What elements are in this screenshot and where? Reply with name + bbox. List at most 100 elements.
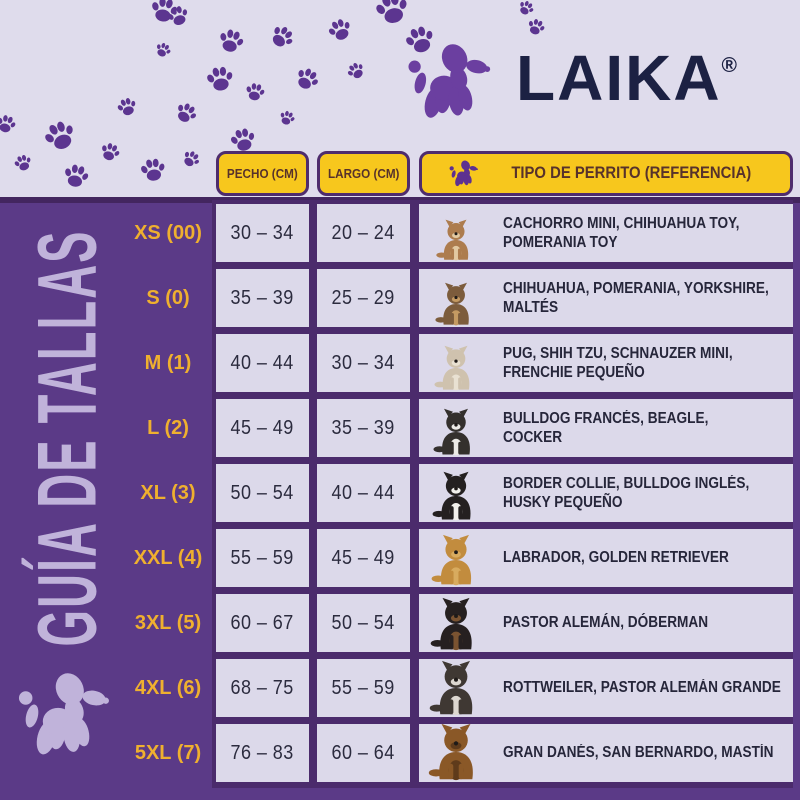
size-label: XXL (4) xyxy=(133,546,203,569)
breed-text-line: BORDER COLLIE, BULLDOG INGLÉS, xyxy=(503,474,750,492)
breed-list: CACHORRO MINI, CHIHUAHUA TOY, POMERANIA T… xyxy=(503,214,739,253)
chest-value: 68 – 75 xyxy=(230,676,295,699)
breed-text-line: CHIHUAHUA, POMERANIA, YORKSHIRE, xyxy=(503,279,769,297)
breed-list: PUG, SHIH TZU, SCHNAUZER MINI, FRENCHIE P… xyxy=(503,344,733,383)
breed-text-line: PUG, SHIH TZU, SCHNAUZER MINI, xyxy=(503,344,733,362)
breed-text-line: CACHORRO MINI, CHIHUAHUA TOY, xyxy=(503,214,740,232)
length-value: 35 – 39 xyxy=(331,416,396,439)
reference-header-label: TIPO DE PERRITO (REFERENCIA) xyxy=(511,164,751,182)
border-collie-dog-image xyxy=(432,471,471,521)
breed-text-line: PASTOR ALEMÁN, DÓBERMAN xyxy=(503,614,709,632)
french-bulldog-dog-image-frame xyxy=(419,399,493,457)
breed-text-line: MALTÉS xyxy=(503,299,559,316)
length-header-label: LARGO (CM) xyxy=(327,166,400,181)
length-measurement-cell: 30 – 34 xyxy=(317,334,410,392)
chest-measurement-cell: 76 – 83 xyxy=(216,724,309,782)
size-label: L (2) xyxy=(147,416,189,439)
breed-text-line: ROTTWEILER, PASTOR ALEMÁN GRANDE xyxy=(503,679,781,697)
chest-measurement-cell: 45 – 49 xyxy=(216,399,309,457)
registered-trademark-symbol: ® xyxy=(721,54,738,77)
breed-list: CHIHUAHUA, POMERANIA, YORKSHIRE, MALTÉS xyxy=(503,279,769,318)
size-label: 4XL (6) xyxy=(134,676,202,699)
breed-list: BORDER COLLIE, BULLDOG INGLÉS, HUSKY PEQU… xyxy=(503,474,749,513)
breed-text-line: LABRADOR, GOLDEN RETRIEVER xyxy=(503,549,729,567)
size-label: 5XL (7) xyxy=(134,741,202,764)
length-measurement-cell: 40 – 44 xyxy=(317,464,410,522)
table-row: M (1) 40 – 44 30 – 34 xyxy=(0,334,800,392)
length-value: 50 – 54 xyxy=(331,611,396,634)
chest-measurement-cell: 55 – 59 xyxy=(216,529,309,587)
length-measurement-cell: 25 – 29 xyxy=(317,269,410,327)
size-label: XL (3) xyxy=(140,481,196,504)
chest-value: 50 – 54 xyxy=(230,481,295,504)
chest-column-header: PECHO (CM) xyxy=(216,151,309,196)
shih-tzu-dog-image xyxy=(434,345,470,391)
mastiff-dog-image-frame xyxy=(419,723,493,782)
table-row: S (0) 35 – 39 25 – 29 xyxy=(0,269,800,327)
length-measurement-cell: 60 – 64 xyxy=(317,724,410,782)
brand-wordmark: LAIKA® xyxy=(516,42,738,114)
chest-measurement-cell: 30 – 34 xyxy=(216,204,309,262)
size-label: XS (00) xyxy=(134,221,202,244)
table-row: 4XL (6) 68 – 75 55 – 59 xyxy=(0,659,800,717)
chest-value: 30 – 34 xyxy=(230,221,295,244)
table-row: XXL (4) 55 – 59 45 – 49 xyxy=(0,529,800,587)
golden-retriever-dog-image-frame xyxy=(419,529,493,587)
length-value: 30 – 34 xyxy=(331,351,396,374)
chest-value: 35 – 39 xyxy=(230,286,295,309)
chest-value: 55 – 59 xyxy=(230,546,295,569)
size-label: S (0) xyxy=(146,286,190,309)
french-bulldog-dog-image xyxy=(433,408,470,456)
breed-list: GRAN DANÉS, SAN BERNARDO, MASTÍN xyxy=(503,743,774,762)
reference-cell: ROTTWEILER, PASTOR ALEMÁN GRANDE xyxy=(419,659,793,717)
chest-measurement-cell: 35 – 39 xyxy=(216,269,309,327)
breed-text-line: FRENCHIE PEQUEÑO xyxy=(503,364,645,381)
breed-list: ROTTWEILER, PASTOR ALEMÁN GRANDE xyxy=(503,678,781,697)
table-row: XL (3) 50 – 54 40 – 44 xyxy=(0,464,800,522)
reference-cell: PASTOR ALEMÁN, DÓBERMAN xyxy=(419,594,793,652)
doberman-dog-image xyxy=(430,597,472,651)
length-value: 20 – 24 xyxy=(331,221,396,244)
breed-text-line: COCKER xyxy=(503,429,563,446)
length-measurement-cell: 50 – 54 xyxy=(317,594,410,652)
reference-cell: CACHORRO MINI, CHIHUAHUA TOY, POMERANIA T… xyxy=(419,204,793,262)
table-row: 5XL (7) 76 – 83 60 – 64 xyxy=(0,723,800,782)
chest-measurement-cell: 40 – 44 xyxy=(216,334,309,392)
table-row: L (2) 45 – 49 35 – 39 xyxy=(0,399,800,457)
border-collie-dog-image-frame xyxy=(419,464,493,522)
shih-tzu-dog-image-frame xyxy=(419,334,493,392)
chest-measurement-cell: 68 – 75 xyxy=(216,659,309,717)
reference-cell: CHIHUAHUA, POMERANIA, YORKSHIRE, MALTÉS xyxy=(419,269,793,327)
chest-measurement-cell: 50 – 54 xyxy=(216,464,309,522)
table-row: XS (00) 30 – 34 20 – 24 xyxy=(0,204,800,262)
length-measurement-cell: 20 – 24 xyxy=(317,204,410,262)
length-measurement-cell: 35 – 39 xyxy=(317,399,410,457)
yorkshire-dog-image-frame xyxy=(419,269,493,327)
breed-text-line: POMERANIA TOY xyxy=(503,234,618,251)
rottweiler-dog-image xyxy=(429,660,473,716)
reference-cell: LABRADOR, GOLDEN RETRIEVER xyxy=(419,529,793,587)
reference-column-header: TIPO DE PERRITO (REFERENCIA) xyxy=(419,151,793,196)
rottweiler-dog-image-frame xyxy=(419,659,493,717)
length-value: 40 – 44 xyxy=(331,481,396,504)
length-value: 60 – 64 xyxy=(331,741,396,764)
size-label: 3XL (5) xyxy=(134,611,202,634)
doberman-dog-image-frame xyxy=(419,594,493,652)
brand-logo: LAIKA® xyxy=(404,34,737,126)
reference-cell: BULLDOG FRANCÉS, BEAGLE, COCKER xyxy=(419,399,793,457)
chihuahua-dog-image-frame xyxy=(419,204,493,262)
length-column-header: LARGO (CM) xyxy=(317,151,410,196)
length-measurement-cell: 55 – 59 xyxy=(317,659,410,717)
chihuahua-dog-image xyxy=(436,219,469,261)
reference-cell: GRAN DANÉS, SAN BERNARDO, MASTÍN xyxy=(419,723,793,782)
breed-list: PASTOR ALEMÁN, DÓBERMAN xyxy=(503,613,708,632)
breed-list: LABRADOR, GOLDEN RETRIEVER xyxy=(503,548,729,567)
length-measurement-cell: 45 – 49 xyxy=(317,529,410,587)
table-row: 3XL (5) 60 – 67 50 – 54 xyxy=(0,594,800,652)
chest-header-label: PECHO (CM) xyxy=(227,166,298,181)
chest-measurement-cell: 60 – 67 xyxy=(216,594,309,652)
length-value: 45 – 49 xyxy=(331,546,396,569)
chest-value: 60 – 67 xyxy=(230,611,295,634)
